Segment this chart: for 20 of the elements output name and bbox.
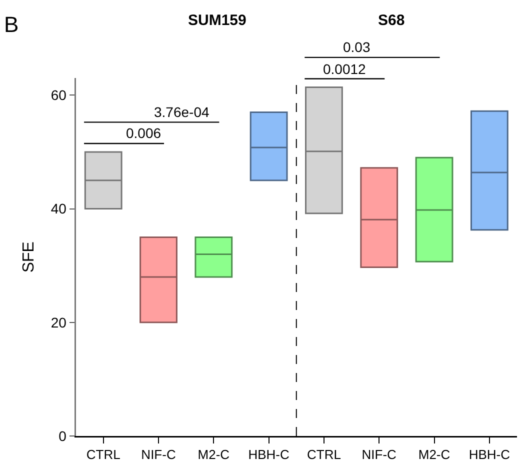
x-tick-label: NIF-C [362,447,396,462]
x-tick-label: M2-C [418,447,450,462]
x-tick-label: HBH-C [468,447,510,462]
text: 0.03 [343,39,370,55]
x-tick-label: HBH-C [248,447,290,462]
y-tick-label: 60 [50,87,67,104]
x-tick-label: M2-C [198,447,230,462]
annotation: 3.76e-04 [154,104,210,120]
y-tick-label: 20 [50,314,67,330]
y-tick-label: 40 [50,200,67,217]
y-axis-title: SFE [20,242,38,273]
x-tick-label: NIF-C [141,447,176,462]
y-tick-label: 0 [58,428,67,444]
text: B [4,12,19,37]
x-tick-label: CTRL [86,447,120,462]
chart-title: SUM159 [188,12,246,29]
chart-title: S68 [378,12,405,29]
text: 0.0012 [323,61,366,77]
annotation: 0.006 [126,125,162,141]
x-tick-label: CTRL [306,447,341,462]
